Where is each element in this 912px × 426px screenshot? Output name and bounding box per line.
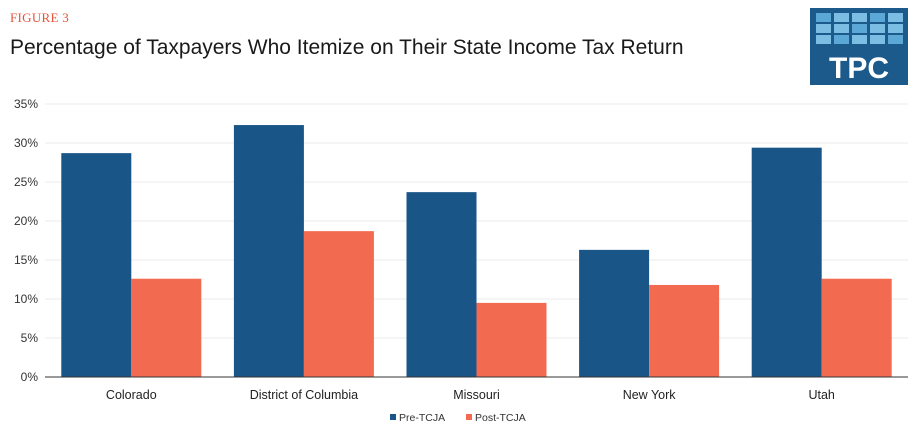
y-tick-label: 25% (14, 175, 38, 189)
legend-swatch (466, 414, 472, 420)
y-tick-label: 15% (14, 253, 38, 267)
chart-title: Percentage of Taxpayers Who Itemize on T… (10, 36, 684, 59)
bar-pre (406, 192, 477, 377)
figure-label: FIGURE 3 (10, 10, 70, 25)
legend-swatch (390, 414, 396, 420)
x-tick-label: District of Columbia (250, 388, 358, 402)
bar-post (131, 278, 202, 377)
y-tick-label: 30% (14, 136, 38, 150)
legend-label: Post-TCJA (475, 412, 526, 424)
logo-text: TPC (829, 52, 889, 85)
x-tick-label: New York (623, 388, 677, 402)
bar-chart: 0% 5% 10% 15% 20% 25% 30% 35% Colorado District o… (14, 97, 908, 424)
x-tick-label: Missouri (453, 388, 500, 402)
legend-label: Pre-TCJA (399, 412, 445, 424)
bar-post (303, 231, 374, 377)
y-tick-label: 5% (21, 331, 39, 345)
y-tick-label: 10% (14, 292, 38, 306)
bar-pre (61, 153, 132, 377)
bar-pre (233, 125, 304, 377)
bar-post (821, 278, 892, 377)
x-tick-label: Utah (808, 388, 834, 402)
bar-pre (579, 249, 650, 377)
x-tick-label: Colorado (106, 388, 157, 402)
bar-post (476, 302, 547, 377)
y-tick-label: 0% (21, 370, 39, 384)
y-tick-label: 20% (14, 214, 38, 228)
y-tick-label: 35% (14, 97, 38, 111)
tpc-logo: TPC (810, 8, 908, 85)
bar-pre (751, 147, 822, 377)
bar-post (649, 284, 720, 377)
